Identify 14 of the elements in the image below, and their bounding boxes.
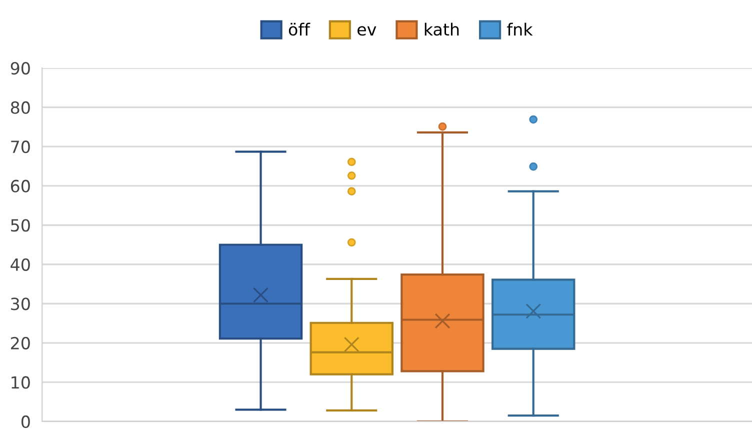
y-tick-label: 40	[10, 258, 30, 271]
legend-label: ev	[358, 26, 376, 36]
y-tick-label: 50	[11, 219, 30, 232]
y-tick-label: 0	[21, 415, 30, 428]
legend-label: fnk	[507, 22, 533, 36]
y-tick-label: 30	[11, 298, 30, 310]
y-tick-label: 10	[12, 376, 30, 389]
y-tick-label: 60	[10, 180, 30, 192]
y-tick-label: 80	[10, 101, 30, 114]
legend-label: kath	[424, 22, 459, 36]
legend-label: öff	[288, 22, 310, 36]
y-tick-label: 20	[11, 336, 30, 350]
y-tick-label: 90	[10, 62, 30, 75]
y-tick-label: 70	[11, 140, 30, 154]
